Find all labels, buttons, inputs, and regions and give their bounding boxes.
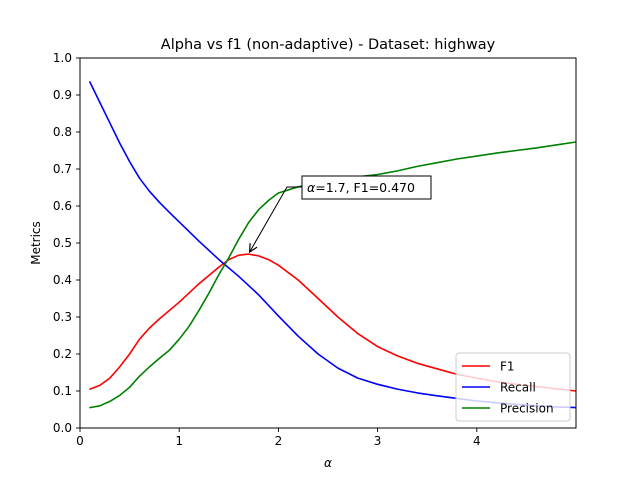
y-tick-label: 0.5 <box>53 236 72 250</box>
legend-label-f1: F1 <box>500 360 515 374</box>
y-tick-label: 0.2 <box>53 347 72 361</box>
annotation-text: α=1.7, F1=0.470 <box>307 180 415 195</box>
y-tick-label: 0.6 <box>53 199 72 213</box>
annotation-value: =1.7, F1=0.470 <box>315 180 415 195</box>
annotation-arrow <box>250 186 302 252</box>
x-tick-label: 2 <box>275 434 283 448</box>
y-tick-label: 0.9 <box>53 88 72 102</box>
y-tick-label: 0.4 <box>53 273 72 287</box>
x-tick-label: 4 <box>473 434 481 448</box>
y-tick-label: 0.7 <box>53 162 72 176</box>
y-tick-label: 0.3 <box>53 310 72 324</box>
y-axis-label: Metrics <box>29 221 43 265</box>
x-axis-label: α <box>324 456 332 470</box>
y-tick-label: 0.8 <box>53 125 72 139</box>
legend-label-recall: Recall <box>500 381 536 395</box>
x-tick-label: 0 <box>76 434 84 448</box>
x-tick-label: 1 <box>175 434 183 448</box>
annotation: α=1.7, F1=0.470 <box>250 175 432 252</box>
x-axis-ticks: 0 1 2 3 4 <box>76 428 481 448</box>
annotation-box <box>301 175 432 200</box>
legend-entries: F1 Recall Precision <box>462 360 554 416</box>
y-tick-label: 1.0 <box>53 51 72 65</box>
chart-title: Alpha vs f1 (non-adaptive) - Dataset: hi… <box>161 37 496 53</box>
y-axis-ticks: 0.0 0.1 0.2 0.3 0.4 0.5 0.6 0.7 0.8 0.9 1.0 <box>53 51 80 435</box>
legend-label-precision: Precision <box>500 402 554 416</box>
series-line-precision <box>89 141 576 409</box>
annotation-alpha: α <box>307 180 316 195</box>
x-tick-label: 3 <box>374 434 382 448</box>
legend-box <box>455 352 571 422</box>
legend: F1 Recall Precision <box>455 352 571 422</box>
y-tick-label: 0.1 <box>53 384 72 398</box>
y-tick-label: 0.0 <box>53 421 72 435</box>
